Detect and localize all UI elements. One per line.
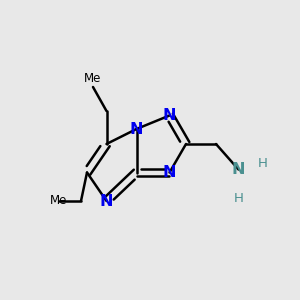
Text: N: N [163, 108, 176, 123]
Text: N: N [130, 122, 143, 136]
Text: Me: Me [84, 73, 102, 85]
Text: N: N [163, 165, 176, 180]
Text: Me: Me [50, 194, 67, 208]
Text: N: N [232, 162, 245, 177]
Text: H: H [258, 157, 268, 170]
Text: H: H [234, 192, 243, 205]
Text: N: N [100, 194, 113, 208]
